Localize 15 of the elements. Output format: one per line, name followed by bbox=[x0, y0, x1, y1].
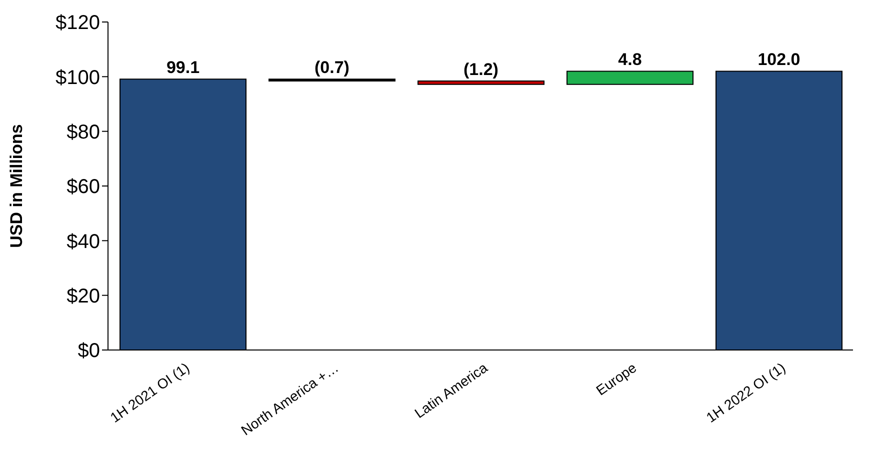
data-label: (1.2) bbox=[464, 60, 498, 80]
y-axis-title: USD in Millions bbox=[7, 124, 26, 248]
y-tick-label: $0 bbox=[78, 340, 100, 362]
y-tick-label: $40 bbox=[66, 230, 100, 253]
y-tick-label: $120 bbox=[56, 12, 100, 34]
data-label: 4.8 bbox=[618, 50, 642, 70]
y-tick-label: $80 bbox=[66, 121, 100, 144]
data-label: (0.7) bbox=[314, 58, 350, 78]
y-tick-label: $60 bbox=[66, 176, 100, 198]
data-label: 102.0 bbox=[758, 50, 800, 70]
bar bbox=[566, 70, 694, 85]
y-tick-label: $100 bbox=[56, 66, 100, 89]
data-label: 99.1 bbox=[166, 58, 200, 78]
y-tick-label: $20 bbox=[66, 285, 100, 308]
bar bbox=[418, 80, 544, 85]
